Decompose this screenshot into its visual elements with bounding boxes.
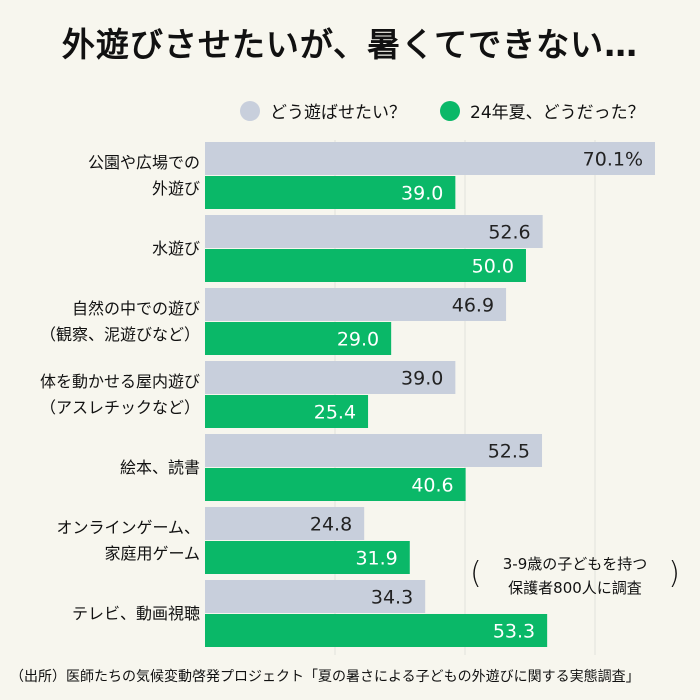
- bar-b-0: [205, 176, 456, 209]
- data-label-a-3: 39.0: [401, 368, 443, 390]
- category-label-1: 水遊び: [152, 236, 200, 262]
- note-left-paren: (: [470, 556, 482, 591]
- data-label-a-4: 52.5: [488, 441, 530, 463]
- legend-label-series-a: どう遊ばせたい？: [270, 103, 406, 123]
- category-label-2-line-1: 自然の中での遊び: [71, 298, 200, 318]
- bar-a-0: [205, 142, 655, 175]
- legend-label-series-b: 24年夏、どうだった？: [470, 103, 645, 123]
- data-label-b-4: 40.6: [411, 475, 453, 497]
- data-label-b-2: 29.0: [337, 329, 379, 351]
- bar-b-5: [205, 541, 410, 574]
- bar-a-1: [205, 215, 543, 248]
- category-label-0-line-1: 公園や広場での: [87, 152, 200, 172]
- data-label-b-1: 50.0: [472, 256, 514, 278]
- bar-a-6: [205, 580, 426, 613]
- category-label-4: 絵本、読書: [120, 455, 200, 481]
- category-label-3: 体を動かせる屋内遊び （アスレチックなど）: [40, 369, 200, 421]
- data-label-a-1: 52.6: [488, 222, 530, 244]
- chart-title: 外遊びさせたいが、暑くてできない…: [61, 25, 639, 64]
- legend-swatch-series-b: [440, 100, 460, 121]
- data-label-b-0: 39.0: [401, 183, 443, 205]
- bar-b-2: [205, 322, 392, 355]
- data-label-a-0: 70.1%: [583, 149, 643, 171]
- bar-b-3: [205, 395, 369, 428]
- legend-item-series-b: 24年夏、どうだった？: [440, 98, 645, 123]
- category-label-1-line-1: 水遊び: [151, 238, 200, 258]
- data-label-a-6: 34.3: [371, 587, 413, 609]
- bar-a-5: [205, 507, 365, 540]
- bar-b-4: [205, 468, 466, 501]
- category-label-5-line-1: オンラインゲーム、: [56, 517, 200, 537]
- bar-b-6: [205, 614, 548, 647]
- category-label-0-line-2: 外遊び: [151, 178, 200, 198]
- bar-a-2: [205, 288, 507, 321]
- survey-note: ( 3-9歳の子どもを持つ 保護者800人に調査 ): [470, 548, 680, 604]
- data-label-b-6: 53.3: [493, 621, 535, 643]
- category-label-6: テレビ、動画視聴: [72, 601, 200, 627]
- category-label-2: 自然の中での遊び （観察、泥遊びなど）: [40, 296, 200, 348]
- bar-a-4: [205, 434, 543, 467]
- category-label-6-line-1: テレビ、動画視聴: [71, 603, 200, 623]
- data-label-a-2: 46.9: [452, 295, 494, 317]
- note-line-2: 保護者800人に調査: [508, 579, 642, 597]
- data-label-b-3: 25.4: [314, 402, 356, 424]
- source-note: （出所）医師たちの気候変動啓発プロジェクト「夏の暑さによる子どもの外遊びに関する…: [10, 669, 640, 685]
- bar-a-3: [205, 361, 456, 394]
- legend-item-series-a: どう遊ばせたい？: [240, 98, 406, 123]
- note-text: 3-9歳の子どもを持つ 保護者800人に調査: [488, 552, 662, 600]
- data-label-b-5: 31.9: [355, 548, 397, 570]
- category-label-3-line-1: 体を動かせる屋内遊び: [39, 371, 200, 391]
- note-line-1: 3-9歳の子どもを持つ: [502, 555, 648, 573]
- note-right-paren: ): [668, 556, 680, 591]
- data-label-a-5: 24.8: [310, 514, 352, 536]
- category-label-2-line-2: （観察、泥遊びなど）: [39, 324, 200, 344]
- category-label-5-line-2: 家庭用ゲーム: [104, 543, 200, 563]
- category-label-4-line-1: 絵本、読書: [119, 457, 200, 477]
- legend-swatch-series-a: [240, 100, 260, 121]
- category-label-3-line-2: （アスレチックなど）: [39, 397, 200, 417]
- bar-b-1: [205, 249, 526, 282]
- category-label-0: 公園や広場での外遊び: [88, 150, 200, 202]
- category-label-5: オンラインゲーム、家庭用ゲーム: [56, 515, 200, 567]
